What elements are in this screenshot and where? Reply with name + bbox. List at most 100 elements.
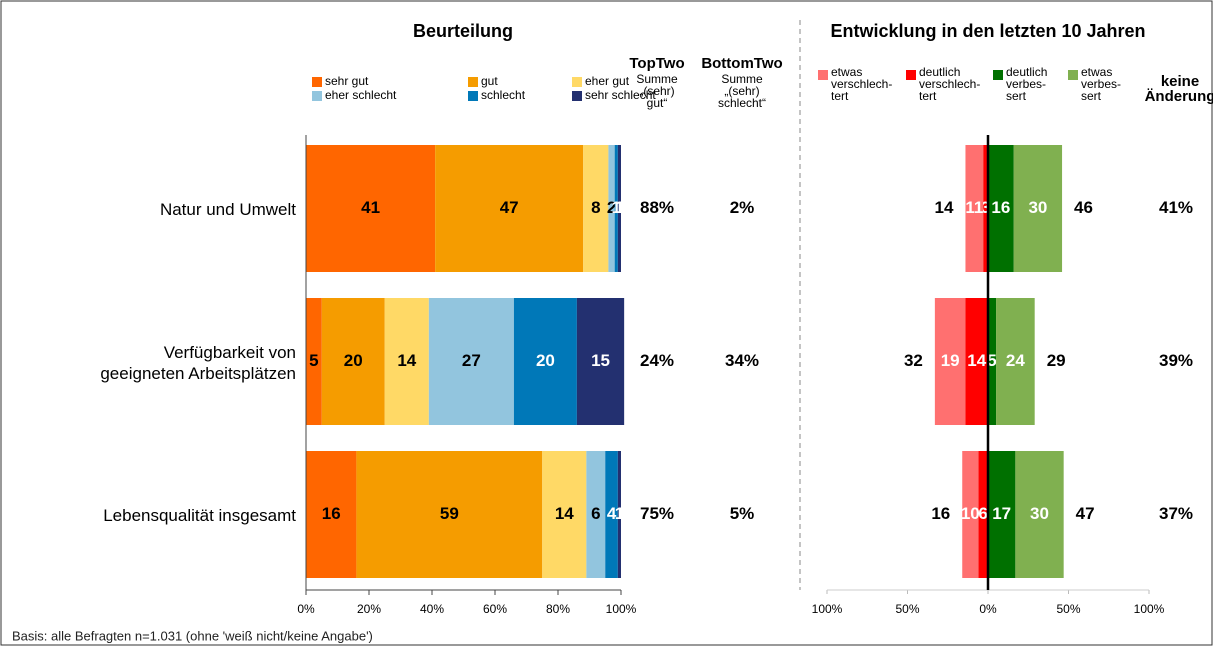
legend-swatch xyxy=(1068,70,1078,80)
legend-swatch xyxy=(993,70,1003,80)
data-label: 15 xyxy=(591,351,610,370)
column-value: 37% xyxy=(1159,504,1193,523)
data-label: 41 xyxy=(361,198,380,217)
column-title: keine Änderung xyxy=(1144,73,1213,105)
x-tick-label: 0% xyxy=(979,602,997,616)
legend-swatch xyxy=(312,91,322,101)
footnote: Basis: alle Befragten n=1.031 (ohne 'wei… xyxy=(12,628,373,643)
bar-segment xyxy=(586,451,606,578)
x-tick-label: 20% xyxy=(357,602,381,616)
data-label: 30 xyxy=(1028,198,1047,217)
data-label: 14 xyxy=(967,351,986,370)
legend-swatch xyxy=(312,77,322,87)
data-label: 8 xyxy=(591,198,600,217)
data-label: 14 xyxy=(397,351,416,370)
y-tick-label: Verfügbarkeit von geeigneten Arbeitsplät… xyxy=(100,342,296,383)
bar-segment xyxy=(988,451,1016,578)
x-tick-label: 40% xyxy=(420,602,444,616)
data-label: 4 xyxy=(607,504,617,523)
bar-segment xyxy=(306,451,357,578)
bar-segment xyxy=(583,145,609,272)
data-label: 6 xyxy=(591,504,600,523)
total-label: 47 xyxy=(1076,504,1095,523)
data-label: 2 xyxy=(607,198,616,217)
data-label: 27 xyxy=(462,351,481,370)
legend-label: schlecht xyxy=(481,88,526,102)
legend-swatch xyxy=(572,91,582,101)
legend-label: etwas verbes- sert xyxy=(1081,65,1122,103)
data-label: 20 xyxy=(344,351,363,370)
bar-segment xyxy=(608,145,615,272)
bar-segment xyxy=(542,451,587,578)
column-value: 75% xyxy=(640,504,674,523)
data-label: 1 xyxy=(615,504,624,523)
bar-segment xyxy=(617,451,621,578)
column-title: BottomTwo xyxy=(701,55,782,72)
data-label: 10 xyxy=(961,504,980,523)
data-label: 11 xyxy=(965,198,983,217)
x-tick-label: 60% xyxy=(483,602,507,616)
column-value: 2% xyxy=(730,198,755,217)
bar-segment xyxy=(934,298,966,425)
legend-label: sehr gut xyxy=(325,74,369,88)
legend-label: deutlich verbes- sert xyxy=(1006,65,1048,103)
x-tick-label: 50% xyxy=(1056,602,1080,616)
bar-segment xyxy=(321,298,385,425)
data-label: 6 xyxy=(978,504,987,523)
data-label: 16 xyxy=(991,198,1010,217)
data-label: 30 xyxy=(1030,504,1049,523)
column-subtitle: Summe „(sehr) schlecht“ xyxy=(717,72,767,110)
bar-segment xyxy=(605,451,618,578)
bar-segment xyxy=(617,145,621,272)
total-label: 14 xyxy=(935,198,954,217)
bar-segment xyxy=(1013,145,1063,272)
total-label: 29 xyxy=(1047,351,1066,370)
bar-segment xyxy=(306,298,322,425)
legend-swatch xyxy=(468,77,478,87)
column-value: 88% xyxy=(640,198,674,217)
column-value: 5% xyxy=(730,504,755,523)
data-label: 17 xyxy=(992,504,1011,523)
data-label: 1 xyxy=(612,198,621,217)
data-label: 20 xyxy=(536,351,555,370)
column-value: 34% xyxy=(725,351,759,370)
x-tick-label: 100% xyxy=(1134,602,1165,616)
data-label: 59 xyxy=(440,504,459,523)
data-label: 24 xyxy=(1006,351,1025,370)
legend-label: etwas verschlech- tert xyxy=(831,65,893,103)
bar-segment xyxy=(988,145,1014,272)
column-title: TopTwo xyxy=(629,55,684,72)
bar-segment xyxy=(435,145,584,272)
data-label: 5 xyxy=(987,351,996,370)
data-label: 3 xyxy=(981,198,990,217)
column-subtitle: Summe „(sehr) gut“ xyxy=(636,72,678,110)
column-value: 39% xyxy=(1159,351,1193,370)
chart-title: Beurteilung xyxy=(413,21,513,41)
legend-swatch xyxy=(906,70,916,80)
x-tick-label: 0% xyxy=(297,602,315,616)
x-tick-label: 50% xyxy=(895,602,919,616)
total-label: 16 xyxy=(931,504,950,523)
legend-swatch xyxy=(818,70,828,80)
bar-segment xyxy=(1015,451,1064,578)
legend-label: deutlich verschlech- tert xyxy=(919,65,981,103)
bar-segment xyxy=(983,145,988,272)
bar-segment xyxy=(962,451,979,578)
total-label: 46 xyxy=(1074,198,1093,217)
bar-segment xyxy=(988,298,997,425)
data-label: 5 xyxy=(309,351,318,370)
y-tick-label: Lebensqualität insgesamt xyxy=(103,505,296,525)
bar-segment xyxy=(306,145,436,272)
data-label: 14 xyxy=(555,504,574,523)
bar-segment xyxy=(965,145,984,272)
legend-label: eher schlecht xyxy=(325,88,397,102)
data-label: 16 xyxy=(322,504,341,523)
x-tick-label: 100% xyxy=(606,602,637,616)
bar-segment xyxy=(965,298,988,425)
bar-segment xyxy=(384,298,429,425)
y-tick-label: Natur und Umwelt xyxy=(159,199,296,219)
bar-segment xyxy=(614,145,618,272)
bar-segment xyxy=(978,451,988,578)
